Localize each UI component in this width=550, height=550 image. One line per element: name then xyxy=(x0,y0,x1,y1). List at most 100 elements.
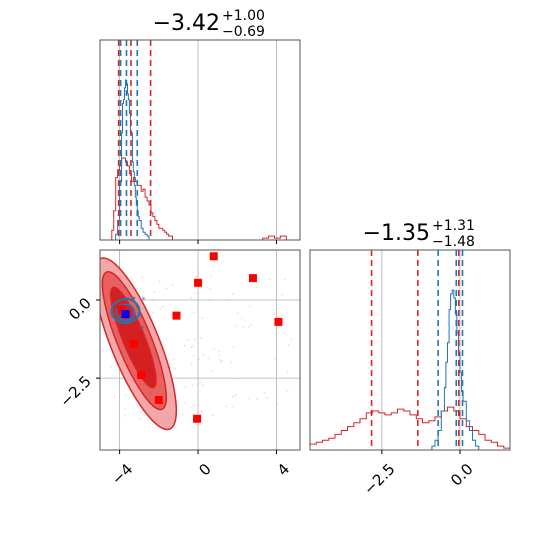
scatter-faint-point xyxy=(140,412,143,415)
scatter-faint-point xyxy=(113,395,116,398)
scatter-faint-point xyxy=(165,287,168,290)
hist2-x-tick-label: −2.5 xyxy=(360,460,398,498)
scatter-faint-point xyxy=(192,384,194,387)
scatter-faint-point xyxy=(290,338,292,340)
scatter-faint-point xyxy=(227,298,229,301)
scatter-faint-point xyxy=(255,286,258,289)
hist2-x-tick-label: 0.0 xyxy=(447,460,477,490)
scatter-faint-point xyxy=(250,324,252,326)
scatter-x-tick-label: −4 xyxy=(108,460,136,488)
hist1-title-value: −3.42 xyxy=(153,11,220,36)
scatter-faint-point xyxy=(220,361,223,363)
scatter-faint-point xyxy=(218,350,221,353)
scatter-faint-point xyxy=(275,336,278,338)
hist2-group xyxy=(310,289,510,450)
hist1-title-upper: +1.00 xyxy=(222,8,265,24)
scatter-faint-point xyxy=(141,410,144,413)
scatter-faint-point xyxy=(199,381,201,384)
hist2-title-value: −1.35 xyxy=(363,221,430,246)
scatter-faint-point xyxy=(174,367,177,370)
hist2-title: −1.35 +1.31−1.48 xyxy=(363,218,475,250)
scatter-faint-point xyxy=(275,379,278,382)
scatter-faint-point xyxy=(209,298,211,301)
scatter-faint-point xyxy=(213,347,215,350)
scatter-faint-point xyxy=(242,326,245,328)
hist2-title-upper: +1.31 xyxy=(432,218,475,234)
scatter-red-marker xyxy=(129,339,138,348)
scatter-faint-point xyxy=(183,344,186,347)
scatter-faint-point xyxy=(234,395,236,397)
scatter-faint-point xyxy=(161,305,164,308)
scatter-faint-point xyxy=(286,371,289,373)
scatter-y-tick-label: −2.5 xyxy=(56,372,94,410)
scatter-blue-point xyxy=(125,319,128,323)
scatter-faint-point xyxy=(193,338,196,341)
scatter-faint-point xyxy=(235,393,237,396)
hist2-title-lower: −1.48 xyxy=(432,234,475,250)
hist1-red-step xyxy=(100,157,287,240)
scatter-blue-point xyxy=(139,313,143,317)
scatter-faint-point xyxy=(248,305,251,308)
scatter-faint-point xyxy=(200,337,202,339)
scatter-faint-point xyxy=(190,346,193,349)
scatter-faint-point xyxy=(193,311,195,314)
scatter-faint-point xyxy=(202,354,205,356)
scatter-faint-point xyxy=(218,354,220,357)
scatter-faint-point xyxy=(266,397,268,399)
scatter-red-marker xyxy=(248,274,257,283)
scatter-faint-point xyxy=(268,278,271,281)
scatter-faint-point xyxy=(210,275,213,278)
scatter-red-marker xyxy=(137,371,146,379)
scatter-faint-point xyxy=(187,338,189,341)
scatter-faint-point xyxy=(232,292,234,295)
scatter-faint-point xyxy=(171,284,174,286)
scatter-red-marker xyxy=(274,317,283,326)
scatter-blue-marker xyxy=(121,310,130,319)
scatter-faint-point xyxy=(248,325,250,328)
hist1-title: −3.42 +1.00−0.69 xyxy=(153,8,265,40)
scatter-blue-point xyxy=(137,311,140,315)
scatter-faint-point xyxy=(124,394,127,397)
scatter-x-tick-label: 4 xyxy=(274,460,293,479)
scatter-faint-point xyxy=(234,377,236,380)
scatter-blue-point xyxy=(117,320,120,323)
scatter-y-tick-label: 0.0 xyxy=(65,294,95,324)
scatter-faint-point xyxy=(193,292,196,295)
scatter-red-marker xyxy=(154,396,163,404)
scatter-faint-point xyxy=(236,311,239,314)
scatter-faint-point xyxy=(198,358,200,360)
hist2-frame xyxy=(309,249,511,451)
scatter-faint-point xyxy=(210,370,213,373)
scatter-red-marker xyxy=(117,305,126,314)
scatter-blue-point xyxy=(142,297,145,300)
scatter-faint-point xyxy=(152,311,154,314)
scatter-faint-point xyxy=(247,399,250,401)
scatter-faint-point xyxy=(201,316,204,319)
scatter-blue-point xyxy=(131,318,134,321)
scatter-faint-point xyxy=(181,413,184,415)
hist2-blue-step xyxy=(428,289,480,450)
scatter-faint-point xyxy=(201,410,203,413)
scatter-faint-point xyxy=(190,363,193,366)
scatter-faint-point xyxy=(256,398,258,400)
hist2-red-step xyxy=(310,406,510,450)
scatter-faint-point xyxy=(287,390,289,393)
hist1-title-lower: −0.69 xyxy=(222,24,265,40)
scatter-group xyxy=(100,257,292,431)
scatter-faint-point xyxy=(173,357,175,360)
scatter-faint-point xyxy=(196,384,199,386)
scatter-faint-point xyxy=(231,406,234,409)
scatter-faint-point xyxy=(192,404,195,407)
scatter-faint-point xyxy=(124,414,126,417)
scatter-faint-point xyxy=(190,297,193,300)
scatter-blue-point xyxy=(141,325,144,329)
scatter-frame xyxy=(99,249,301,451)
scatter-faint-point xyxy=(209,287,212,290)
scatter-blue-point xyxy=(132,296,136,300)
scatter-faint-point xyxy=(235,324,238,327)
scatter-red-marker xyxy=(194,278,203,287)
scatter-faint-point xyxy=(240,317,243,320)
scatter-faint-point xyxy=(225,405,227,408)
scatter-faint-point xyxy=(151,298,154,301)
scatter-faint-point xyxy=(276,402,279,405)
